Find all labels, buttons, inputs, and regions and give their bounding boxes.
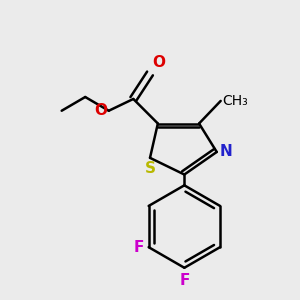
Text: O: O bbox=[152, 55, 165, 70]
Text: N: N bbox=[220, 145, 232, 160]
Text: O: O bbox=[94, 103, 107, 118]
Text: S: S bbox=[145, 161, 155, 176]
Text: CH₃: CH₃ bbox=[223, 94, 248, 108]
Text: F: F bbox=[134, 240, 144, 255]
Text: F: F bbox=[179, 273, 190, 288]
